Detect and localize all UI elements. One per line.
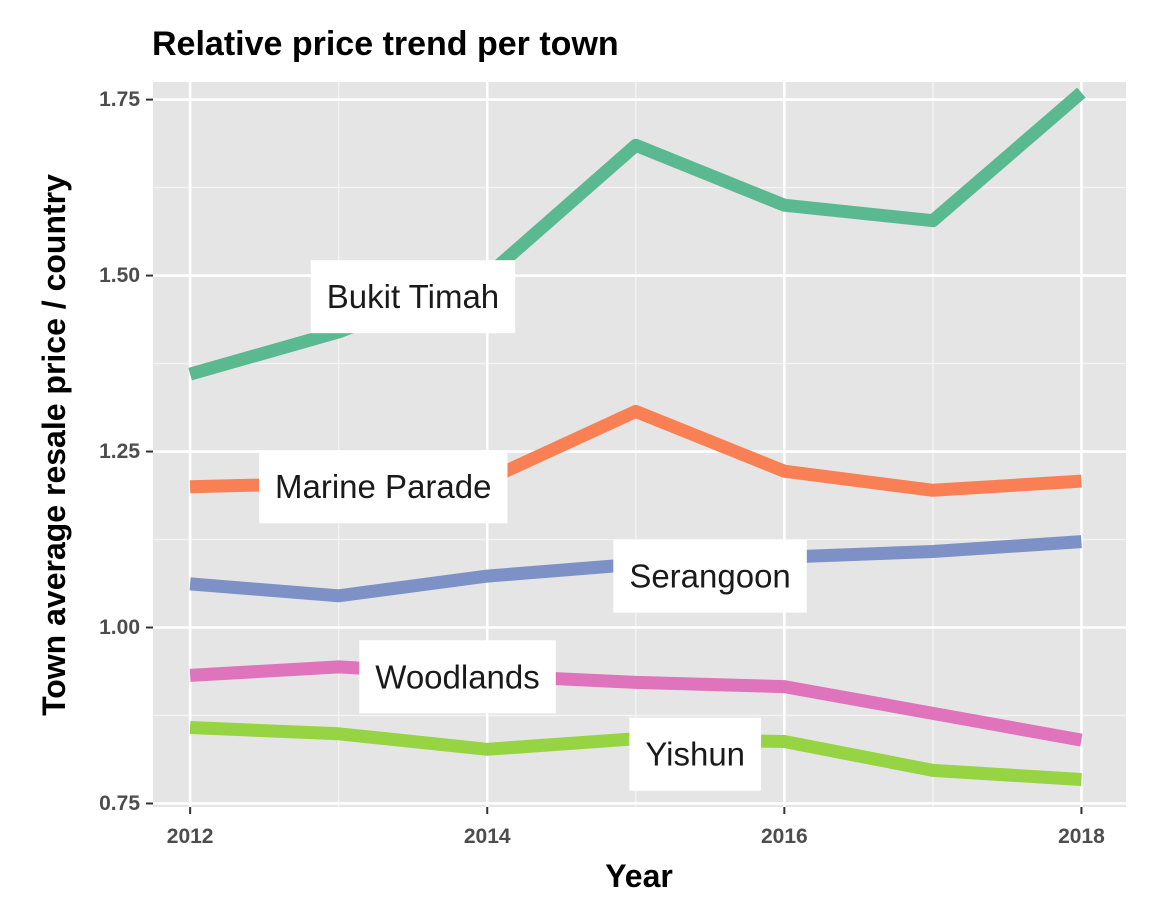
axes: 0.75 1.00 1.25 1.50 1.75 2012 2014 2016 2018 <box>99 88 1105 848</box>
series-line <box>189 660 1083 747</box>
series-label: Marine Parade <box>259 450 508 524</box>
plot-panel <box>153 82 1126 807</box>
series-label: Yishun <box>629 717 762 791</box>
series-label-text: Bukit Timah <box>327 278 499 315</box>
series-label-box <box>613 539 807 613</box>
x-tick-label: 2016 <box>761 825 808 848</box>
y-tick-label: 0.75 <box>99 792 140 815</box>
series-label: Serangoon <box>613 539 807 613</box>
x-tick-label: 2018 <box>1058 825 1105 848</box>
series-label-text: Serangoon <box>629 558 790 595</box>
series-label-box <box>359 640 556 714</box>
series-label: Woodlands <box>359 640 556 714</box>
y-tick-label: 1.75 <box>99 88 140 111</box>
y-tick-label: 1.00 <box>99 616 140 639</box>
series-labels: Bukit Timah Marine Parade Serangoon Woodlan… <box>259 260 807 791</box>
y-axis-title: Town average resale price / country <box>36 174 72 716</box>
x-tick-label: 2014 <box>464 825 511 848</box>
series-label-text: Marine Parade <box>275 468 491 505</box>
series-label-text: Woodlands <box>375 658 540 695</box>
x-axis-title: Year <box>605 858 673 894</box>
series-label-text: Yishun <box>645 736 745 773</box>
series-label-box <box>629 717 762 791</box>
series-label-box <box>310 260 516 334</box>
y-tick-label: 1.25 <box>99 440 140 463</box>
chart-title: Relative price trend per town <box>152 25 619 63</box>
series-label: Bukit Timah <box>310 260 516 334</box>
series-label-box <box>259 450 508 524</box>
x-tick-label: 2012 <box>167 825 214 848</box>
y-tick-label: 1.50 <box>99 264 140 287</box>
